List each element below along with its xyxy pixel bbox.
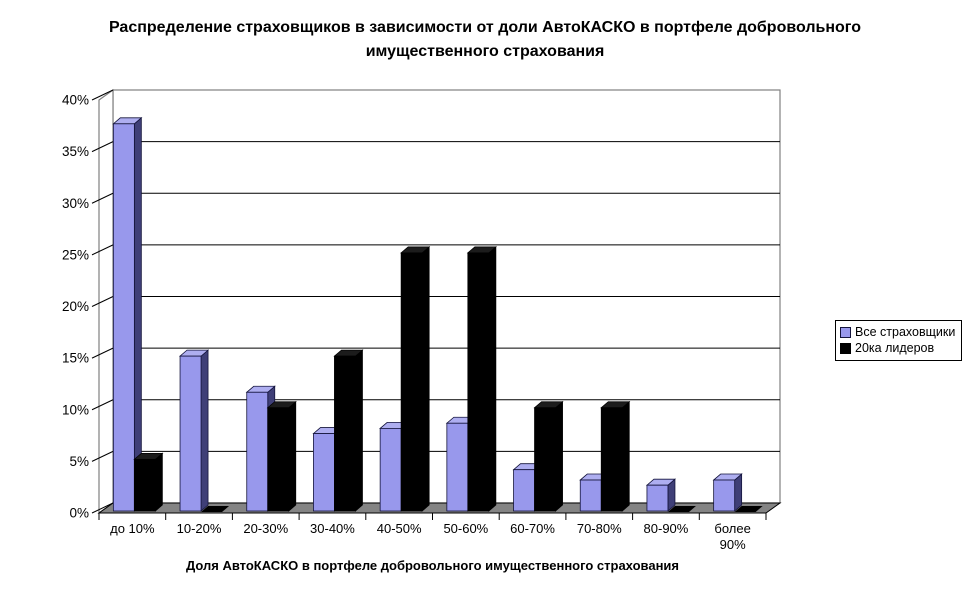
bar-side xyxy=(355,349,363,512)
legend-swatch xyxy=(840,326,851,338)
bar-front xyxy=(400,252,423,512)
x-axis-category-label: 70-80% xyxy=(576,521,622,536)
bar xyxy=(734,506,763,512)
y-axis-tick xyxy=(91,347,114,359)
bar-front xyxy=(179,355,202,512)
y-axis-label: 10% xyxy=(62,402,89,417)
bar-front xyxy=(112,123,135,512)
y-axis-tick xyxy=(91,192,114,204)
x-axis-category-label: до 10% xyxy=(110,521,155,536)
legend-swatch xyxy=(840,342,851,354)
bar-front xyxy=(246,391,269,512)
bar xyxy=(712,473,743,512)
y-axis-label: 35% xyxy=(62,144,89,159)
bar-front xyxy=(579,479,602,512)
y-axis-tick xyxy=(91,296,114,307)
bar-front xyxy=(313,433,335,512)
bar xyxy=(667,506,696,512)
bar-front xyxy=(713,479,736,512)
bar-side xyxy=(200,349,209,512)
bar xyxy=(266,400,297,512)
legend-item: Все страховщики xyxy=(840,324,955,340)
bar-front xyxy=(334,355,356,512)
y-axis-tick xyxy=(91,502,114,514)
bar xyxy=(533,400,564,512)
bar-side xyxy=(488,246,497,512)
bar xyxy=(201,506,230,512)
y-axis-tick xyxy=(91,450,114,462)
legend-item: 20ка лидеров xyxy=(840,340,955,356)
bar-front xyxy=(600,407,623,512)
x-axis-category-label: 10-20% xyxy=(176,521,222,536)
bar xyxy=(112,116,143,512)
y-axis-label: 30% xyxy=(62,196,89,211)
y-axis-label: 0% xyxy=(69,506,89,521)
bar-front xyxy=(467,252,490,512)
legend-label: Все страховщики xyxy=(855,325,956,339)
bar-side xyxy=(133,116,142,512)
y-axis-tick xyxy=(91,399,114,411)
y-axis-tick xyxy=(91,141,114,153)
bar-front xyxy=(534,407,556,512)
left-wall xyxy=(98,88,114,515)
bar-zero-patch xyxy=(201,506,230,512)
bar-front xyxy=(513,469,535,512)
bar-side xyxy=(555,400,563,512)
y-axis-label: 15% xyxy=(62,351,89,366)
bar xyxy=(600,400,631,512)
y-axis-tick xyxy=(91,89,114,101)
bar-front xyxy=(646,484,669,512)
bar xyxy=(466,246,497,512)
y-axis-label: 25% xyxy=(62,247,89,262)
bar xyxy=(178,349,210,512)
x-axis-category-label: 60-70% xyxy=(510,521,555,536)
bar xyxy=(333,349,364,512)
bar-zero-patch xyxy=(734,506,763,512)
bar xyxy=(133,452,164,512)
x-axis-title: Доля АвтоКАСКО в портфеле добровольного … xyxy=(185,558,680,573)
y-axis-label: 20% xyxy=(62,299,89,314)
x-axis-category-label: 20-30% xyxy=(243,521,289,536)
x-axis-category-label: 50-60% xyxy=(443,521,489,536)
legend-label: 20ка лидеров xyxy=(855,341,935,355)
bar-side xyxy=(154,452,163,512)
bar xyxy=(400,246,431,512)
x-axis-category-label: 30-40% xyxy=(310,521,355,536)
x-axis-category-label: 40-50% xyxy=(376,521,422,536)
bar xyxy=(645,478,677,512)
y-axis-label: 5% xyxy=(69,454,89,469)
bar-side xyxy=(288,400,297,512)
y-axis-label: 40% xyxy=(62,93,89,108)
bar-side xyxy=(621,400,630,512)
x-axis-category-label: более 90% xyxy=(714,521,751,552)
bar-front xyxy=(446,422,469,512)
legend: Все страховщики 20ка лидеров xyxy=(835,320,963,361)
bar-front xyxy=(379,427,402,512)
bar-front xyxy=(267,407,290,512)
chart-title: Распределение страховщиков в зависимости… xyxy=(108,19,862,60)
bar-front xyxy=(133,458,156,512)
bar-zero-patch xyxy=(667,506,696,512)
x-axis-category-label: 80-90% xyxy=(643,521,689,536)
y-axis-tick xyxy=(91,244,114,256)
bar-side xyxy=(421,246,430,512)
